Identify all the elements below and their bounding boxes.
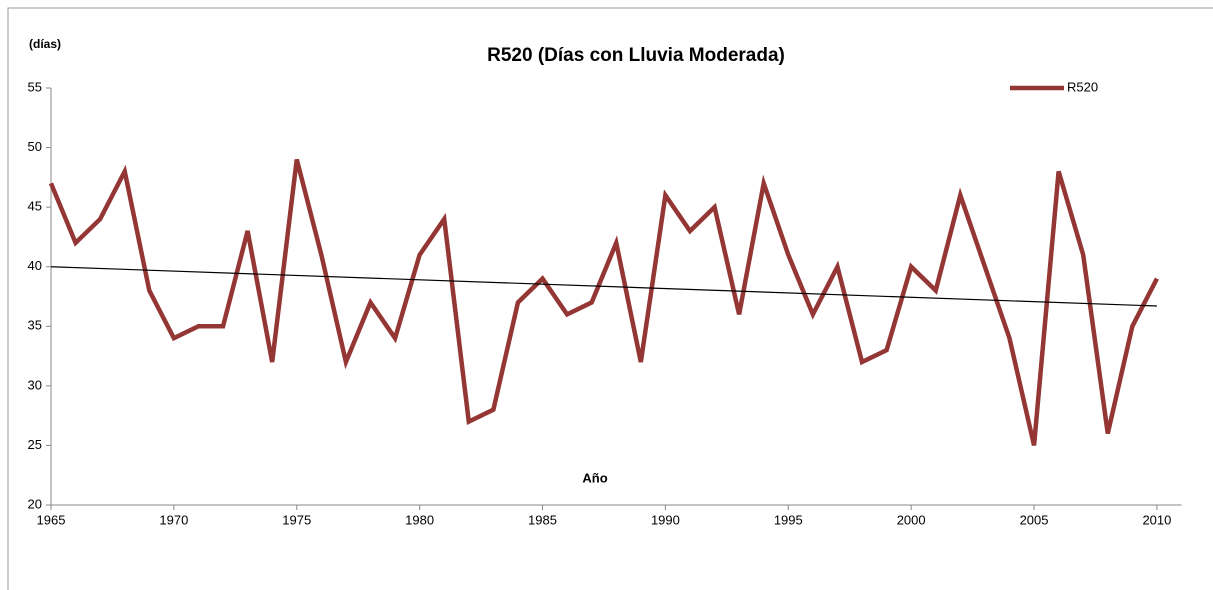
y-tick-label: 30 xyxy=(28,377,42,392)
y-tick-label: 55 xyxy=(28,79,42,94)
x-tick-label: 1975 xyxy=(282,512,311,527)
legend-label: R520 xyxy=(1067,79,1098,94)
trend-line xyxy=(50,266,1157,307)
x-tick-label: 1990 xyxy=(651,512,680,527)
y-tick-label: 35 xyxy=(28,318,42,333)
chart-title: R520 (Días con Lluvia Moderada) xyxy=(487,45,785,66)
y-tick-label: 50 xyxy=(28,139,42,154)
y-tick-label: 25 xyxy=(28,437,42,452)
x-tick-label: 1995 xyxy=(774,512,803,527)
y-tick-label: 40 xyxy=(28,258,42,273)
x-tick-label: 1970 xyxy=(159,512,188,527)
x-axis-label: Año xyxy=(582,470,607,485)
x-tick-label: 2000 xyxy=(897,512,926,527)
x-tick-label: 1980 xyxy=(405,512,434,527)
x-tick-label: 1965 xyxy=(37,512,66,527)
y-tick-label: 45 xyxy=(28,199,42,214)
x-tick-label: 2010 xyxy=(1142,512,1171,527)
y-tick-label: 20 xyxy=(28,496,42,511)
x-tick-label: 2005 xyxy=(1020,512,1049,527)
y-axis-label: (días) xyxy=(29,37,61,51)
chart-border xyxy=(7,7,1213,590)
x-tick-label: 1985 xyxy=(528,512,557,527)
series-line xyxy=(48,158,1159,446)
